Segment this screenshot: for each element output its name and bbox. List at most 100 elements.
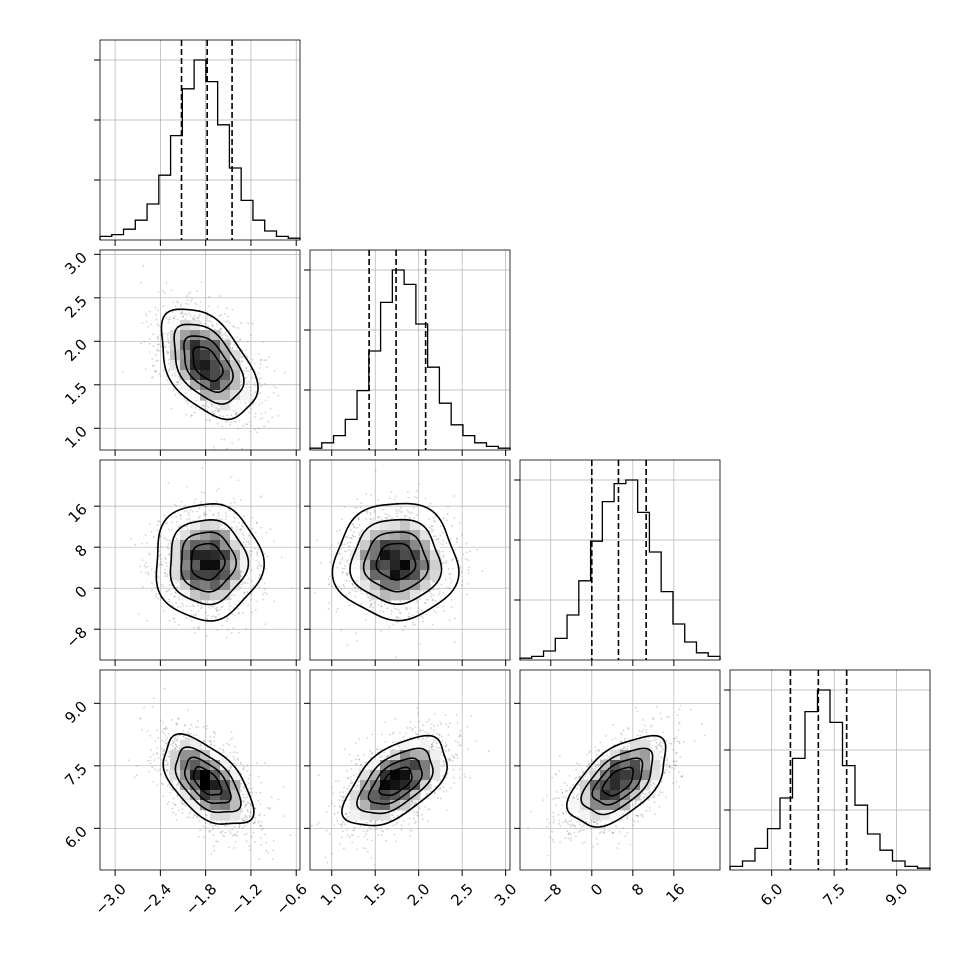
sample-point [180,500,183,503]
sample-point [224,334,227,337]
sample-point [165,590,168,593]
sample-point [340,548,343,550]
sample-point [262,598,265,601]
sample-point [156,336,159,339]
sample-point [152,333,155,336]
sample-point [233,520,236,523]
sample-point [157,597,160,600]
sample-point [225,421,228,424]
sample-point [253,547,256,550]
sample-point [208,740,211,743]
density-cell [170,550,181,561]
sample-point [243,833,246,836]
sample-point [184,392,187,395]
sample-point [205,405,208,407]
sample-point [172,604,174,607]
sample-point [167,528,170,531]
sample-point [230,598,232,601]
sample-point [151,582,153,584]
sample-point [254,428,256,431]
sample-point [221,425,224,428]
sample-point [176,606,179,608]
sample-point [416,601,418,604]
panel-frame-2 [519,459,721,661]
sample-point [206,318,208,320]
sample-point [348,604,350,607]
sample-point [327,584,330,586]
sample-point [140,281,142,284]
sample-point [240,583,243,586]
sample-point [235,347,238,349]
sample-point [258,427,261,430]
sample-point [239,499,242,502]
histogram-step-2 [519,479,721,660]
sample-point [154,370,157,373]
sample-point [231,348,234,350]
density-cell [210,530,221,541]
sample-point [307,571,309,573]
sample-point [251,322,254,325]
sample-point [165,317,168,320]
sample-point [431,581,434,584]
sample-point [434,520,437,523]
sample-point [177,596,180,599]
sample-point [164,558,167,561]
sample-point [469,550,472,553]
sample-point [258,353,260,355]
sample-point [357,588,360,591]
sample-point [224,512,227,515]
sample-point [197,516,200,519]
sample-point [179,605,182,608]
sample-point [187,514,190,516]
sample-point [251,358,254,361]
sample-point [452,495,455,497]
density-cell [190,550,201,561]
sample-point [194,498,197,500]
sample-point [244,544,247,546]
sample-point [220,332,222,334]
sample-point [146,619,149,622]
sample-point [194,302,197,305]
sample-point [216,323,218,326]
sample-point [218,518,220,520]
sample-point [433,609,435,612]
sample-point [354,589,356,592]
sample-point [200,604,203,607]
sample-point [180,311,183,314]
sample-point [166,590,169,592]
sample-point [216,606,218,609]
sample-point [446,519,448,522]
density-cell [220,550,231,561]
sample-point [458,546,461,549]
sample-point [224,337,227,340]
sample-point [213,328,216,331]
density-layer-1-0 [121,264,286,450]
sample-point [263,582,266,585]
sample-point [160,345,162,348]
histogram-panel-1 [304,249,511,456]
sample-point [456,537,459,540]
sample-point [156,784,159,787]
sample-point [167,322,170,324]
sample-point [240,356,243,358]
sample-point [201,466,204,469]
sample-point [263,382,266,385]
sample-point [342,567,344,570]
sample-point [169,593,172,596]
sample-point [396,621,399,624]
density-cell [200,520,211,531]
sample-point [395,615,398,618]
sample-point [241,525,243,528]
sample-point [449,581,452,584]
density-cell [190,540,201,551]
sample-point [242,424,245,427]
contour-level-1 [173,323,245,405]
sample-point [370,602,373,605]
sample-point [283,371,286,374]
sample-point [411,614,414,617]
sample-point [241,525,244,528]
sample-point [266,555,269,557]
sample-point [202,404,205,407]
sample-point [234,420,237,423]
density-cell [190,350,201,361]
